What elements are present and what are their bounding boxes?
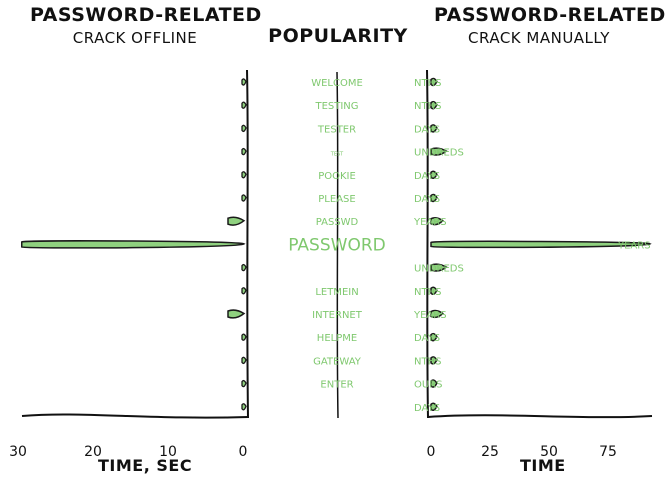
popularity-label-8: PASSWORD [288, 235, 385, 255]
popularity-label-1: WELCOME [311, 78, 363, 89]
right-x-tick-label-2: 25 [481, 444, 499, 460]
right-bar-value-label-2: NTHS [414, 101, 441, 112]
right-bar-4 [430, 147, 448, 156]
right-bar-value-label-6: DAYS [414, 194, 440, 205]
right-bar-value-label-9: UNDREDS [414, 264, 464, 275]
right-chart-panel: NTHS NTHS DAYS UNDREDS DAYS DAYS YEARS YEARS UND… [413, 69, 653, 460]
right-bar-value-label-8: YEARS [617, 240, 651, 251]
right-bar-8 [430, 240, 652, 249]
left-x-axis-title: TIME, SEC [98, 456, 193, 475]
left-bar-3 [241, 124, 247, 133]
popularity-panel: WELCOME TESTING TESTER TEST POOKIE PLEASE PASS… [288, 71, 386, 419]
popularity-label-4: TEST [330, 152, 344, 158]
left-x-tick-label-3: 10 [159, 444, 177, 460]
right-bar-value-label-5: DAYS [414, 171, 440, 182]
right-x-tick-label-3: 50 [540, 444, 558, 460]
right-bar-1 [430, 77, 438, 87]
right-bar-value-label-14: OURS [414, 380, 443, 391]
left-bar-15 [241, 403, 247, 411]
left-x-tick-label-1: 30 [9, 444, 27, 460]
right-bar-6 [430, 193, 438, 203]
popularity-label-12: HELPME [317, 333, 357, 344]
right-bar-10 [430, 286, 438, 296]
left-bar-5 [241, 171, 247, 179]
right-x-tick-label-4: 75 [599, 444, 617, 460]
right-bar-15 [430, 402, 438, 412]
right-x-tick-label-1: 0 [427, 444, 436, 460]
right-bar-12 [430, 332, 438, 342]
right-chart-subtitle: CRACK MANUALLY [468, 29, 610, 47]
popularity-label-11: INTERNET [312, 310, 363, 321]
left-bar-4 [241, 147, 247, 156]
right-bar-value-label-13: NTHS [414, 356, 441, 367]
popularity-label-14: ENTER [320, 380, 353, 391]
popularity-center-line [336, 71, 339, 419]
right-bar-value-label-12: DAYS [414, 333, 440, 344]
right-bar-value-label-10: NTHS [414, 287, 441, 298]
popularity-label-10: LETMEIN [315, 287, 358, 298]
left-x-tick-label-2: 20 [84, 444, 102, 460]
right-bar-13 [430, 356, 438, 365]
left-chart-subtitle: CRACK OFFLINE [72, 29, 198, 47]
right-bar-value-label-3: DAYS [414, 124, 440, 135]
right-bar-14 [430, 379, 438, 388]
left-bar-7 [227, 216, 246, 226]
left-bar-11 [227, 309, 246, 319]
left-chart-panel: 30 20 10 0 [9, 69, 249, 460]
right-bar-value-label-7: YEARS [413, 217, 447, 228]
popularity-label-3: TESTER [317, 124, 356, 135]
right-bar-9 [430, 263, 448, 272]
right-bar-value-label-15: DAYS [414, 403, 440, 414]
left-x-tick-label-4: 0 [239, 444, 248, 460]
right-bar-value-label-1: NTHS [414, 78, 441, 89]
left-x-axis-line [21, 413, 249, 419]
left-bar-9 [241, 263, 247, 272]
right-bar-3 [430, 124, 438, 133]
right-y-axis-line [426, 69, 429, 419]
right-x-axis-title: TIME [520, 456, 566, 475]
right-bar-11 [430, 309, 444, 319]
popularity-title: POPULARITY [268, 25, 408, 47]
left-bar-13 [241, 356, 247, 365]
right-chart-title: PASSWORD-RELATED [434, 4, 666, 26]
right-bar-5 [430, 170, 438, 180]
left-chart-title: PASSWORD-RELATED [30, 4, 262, 26]
left-y-axis-line [246, 69, 249, 419]
left-bar-2 [241, 101, 247, 109]
popularity-label-13: GATEWAY [313, 356, 362, 367]
right-bar-value-label-4: UNDREDS [414, 148, 464, 159]
popularity-label-7: PASSWD [316, 217, 359, 228]
left-bar-10 [241, 287, 247, 295]
left-bar-1 [241, 78, 247, 86]
right-bar-value-label-11: YEARS [413, 310, 447, 321]
popularity-label-6: PLEASE [318, 194, 355, 205]
left-bar-12 [241, 333, 247, 341]
left-bar-6 [241, 194, 247, 202]
right-bar-7 [430, 216, 444, 226]
popularity-label-5: POOKIE [318, 171, 356, 182]
left-bar-8 [21, 240, 246, 249]
right-x-axis-line [427, 414, 653, 419]
left-bar-14 [241, 379, 247, 388]
right-bar-2 [430, 100, 438, 110]
popularity-label-2: TESTING [314, 101, 358, 112]
